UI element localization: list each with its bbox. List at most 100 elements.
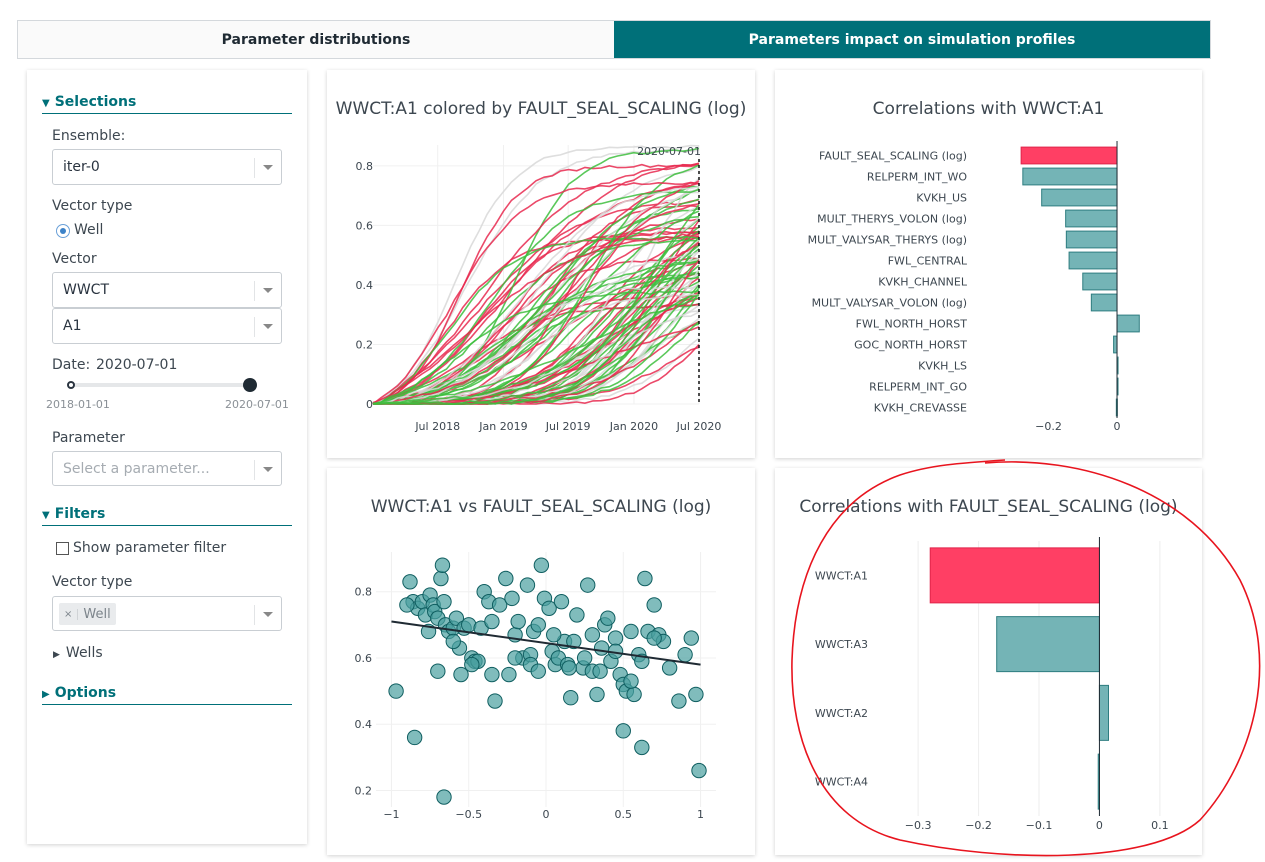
chevron-down-icon[interactable] xyxy=(263,324,273,329)
well-radio-label: Well xyxy=(74,222,104,238)
series-line xyxy=(372,185,700,404)
series-line xyxy=(372,144,700,405)
scatter-chart[interactable]: −1 −0.5 0 0.5 1 0.2 0.4 0.6 0.8 xyxy=(327,468,755,855)
date-label: Date: xyxy=(52,357,91,373)
category-label: WWCT:A1 xyxy=(815,569,868,582)
series-line xyxy=(372,188,700,405)
x-tick-label: 0.1 xyxy=(1151,819,1169,832)
bar xyxy=(1113,335,1118,354)
x-tick-label: Jul 2019 xyxy=(545,420,591,433)
date-slider-min-handle[interactable] xyxy=(67,381,75,389)
scatter-point xyxy=(504,590,520,607)
scatter-point xyxy=(433,570,449,587)
corr-vector-chart[interactable]: FAULT_SEAL_SCALING (log) RELPERM_INT_WO KV… xyxy=(775,70,1202,458)
tab-parameters-impact[interactable]: Parameters impact on simulation profiles xyxy=(614,21,1210,58)
selections-header[interactable]: ▼ Selections xyxy=(42,94,292,114)
corr-vector-title: Correlations with WWCT:A1 xyxy=(872,99,1105,119)
ensemble-value: iter-0 xyxy=(63,159,100,175)
collapse-triangle-icon: ▼ xyxy=(42,98,50,109)
category-label: WWCT:A3 xyxy=(815,638,868,651)
series-line xyxy=(372,204,700,405)
series-line xyxy=(372,233,700,404)
select-separator xyxy=(254,158,255,178)
scatter-point xyxy=(399,597,415,613)
scatter-point xyxy=(637,570,653,587)
scatter-point xyxy=(501,666,517,683)
parameter-select[interactable]: Select a parameter... xyxy=(52,451,282,486)
scatter-point xyxy=(626,686,642,703)
vector-type-label: Vector type xyxy=(52,198,133,214)
wells-toggle[interactable]: ▶ Wells xyxy=(53,645,103,661)
chevron-down-icon[interactable] xyxy=(263,165,273,170)
y-tick-label: 0.2 xyxy=(355,784,373,797)
well-select[interactable]: A1 xyxy=(52,308,282,344)
category-label: RELPERM_INT_GO xyxy=(869,381,967,394)
tab-parameter-distributions[interactable]: Parameter distributions xyxy=(18,21,614,58)
scatter-point xyxy=(453,666,469,683)
timeseries-chart[interactable]: Jul 2018 Jan 2019 Jul 2019 Jan 2020 Jul 2020… xyxy=(327,70,755,458)
series-line xyxy=(372,181,700,405)
series-line xyxy=(372,259,700,405)
x-tick-label: 0 xyxy=(543,808,550,821)
show-parameter-filter-checkbox[interactable] xyxy=(56,542,69,555)
vector-select[interactable]: WWCT xyxy=(52,272,282,308)
chevron-down-icon[interactable] xyxy=(263,612,273,617)
category-label: KVKH_US xyxy=(916,192,967,205)
scatter-point xyxy=(600,610,616,626)
timeseries-title: WWCT:A1 colored by FAULT_SEAL_SCALING (l… xyxy=(335,99,747,119)
scatter-point xyxy=(533,557,550,573)
scatter-point xyxy=(623,623,639,640)
options-header[interactable]: ▶ Options xyxy=(42,685,292,705)
series-line xyxy=(372,148,700,405)
ensemble-select[interactable]: iter-0 xyxy=(52,149,282,185)
scatter-point xyxy=(406,729,423,746)
chevron-down-icon[interactable] xyxy=(263,288,273,293)
scatter-point xyxy=(491,597,508,613)
date-slider-track[interactable] xyxy=(71,383,251,387)
select-separator xyxy=(254,605,255,625)
series-line xyxy=(372,235,700,405)
scatter-point xyxy=(592,663,608,679)
scatter-point xyxy=(430,663,446,679)
bar xyxy=(1068,251,1118,270)
chevron-down-icon[interactable] xyxy=(263,467,273,472)
x-tick-label: −0.1 xyxy=(1026,819,1053,832)
date-min-label: 2018-01-01 xyxy=(46,398,110,411)
scatter-point xyxy=(671,693,687,709)
scatter-point xyxy=(436,789,452,805)
bar xyxy=(1116,314,1140,333)
tab-bar: Parameter distributions Parameters impac… xyxy=(17,20,1211,59)
sidebar: ▼ Selections Ensemble: iter-0 Vector type… xyxy=(27,70,307,844)
show-parameter-filter-label: Show parameter filter xyxy=(73,540,227,556)
filters-header[interactable]: ▼ Filters xyxy=(42,506,292,526)
x-tick-label: −0.3 xyxy=(905,819,932,832)
scatter-point xyxy=(530,663,546,679)
series-line xyxy=(372,230,700,405)
x-tick-label: 0 xyxy=(1114,420,1121,433)
scatter-point xyxy=(683,630,699,646)
scatter-point xyxy=(510,613,526,630)
y-tick-label: 0 xyxy=(366,398,373,411)
bar xyxy=(1098,684,1110,741)
filter-vector-type-select[interactable]: × Well xyxy=(52,596,282,631)
category-label: FAULT_SEAL_SCALING (log) xyxy=(819,150,967,163)
corr-param-card: Correlations with FAULT_SEAL_SCALING (lo… xyxy=(775,468,1202,855)
options-header-label: Options xyxy=(54,685,117,701)
parameter-label: Parameter xyxy=(52,430,125,446)
chip-remove-icon[interactable]: × xyxy=(59,608,79,620)
category-label: KVKH_LS xyxy=(918,360,967,373)
well-radio[interactable] xyxy=(56,224,70,238)
series-line xyxy=(372,284,700,405)
scatter-point xyxy=(553,593,570,610)
date-slider-handle[interactable] xyxy=(243,378,257,392)
series-line xyxy=(373,294,700,405)
x-tick-label: −0.5 xyxy=(455,808,482,821)
category-label: GOC_NORTH_HORST xyxy=(854,339,967,352)
scatter-point xyxy=(541,600,557,616)
x-tick-label: −1 xyxy=(383,808,399,821)
x-tick-label: Jan 2019 xyxy=(478,420,527,433)
timeseries-card: WWCT:A1 colored by FAULT_SEAL_SCALING (l… xyxy=(327,70,755,458)
corr-param-chart[interactable]: WWCT:A1 WWCT:A3 WWCT:A2 WWCT:A4 −0.3 −0.2 −0.1… xyxy=(775,468,1202,855)
expand-triangle-icon: ▶ xyxy=(42,689,50,700)
bar xyxy=(1041,188,1118,207)
